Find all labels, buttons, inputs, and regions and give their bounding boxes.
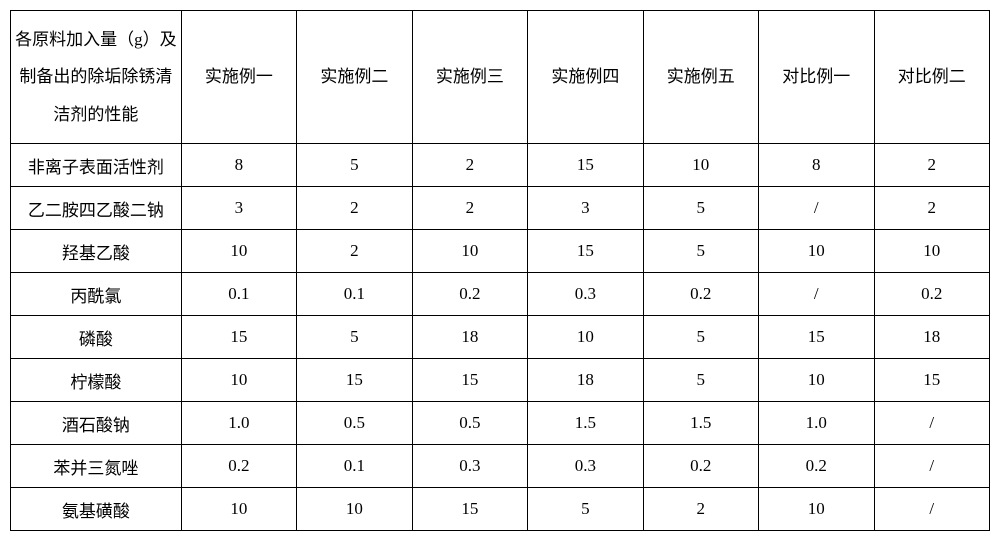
cell: 0.2	[759, 445, 874, 488]
cell: 1.5	[643, 402, 758, 445]
cell: 0.5	[412, 402, 527, 445]
header-col-6: 对比例一	[759, 11, 874, 144]
table-row: 氨基磺酸 10 10 15 5 2 10 /	[11, 488, 990, 531]
cell: 1.0	[759, 402, 874, 445]
cell: 0.1	[181, 273, 296, 316]
table-body: 非离子表面活性剂 8 5 2 15 10 8 2 乙二胺四乙酸二钠 3 2 2 …	[11, 144, 990, 531]
cell: /	[759, 187, 874, 230]
cell: 2	[412, 144, 527, 187]
table-row: 酒石酸钠 1.0 0.5 0.5 1.5 1.5 1.0 /	[11, 402, 990, 445]
cell: 2	[874, 187, 990, 230]
cell: 10	[181, 359, 296, 402]
cell: 0.2	[412, 273, 527, 316]
cell: 0.2	[874, 273, 990, 316]
cell: 10	[181, 230, 296, 273]
cell: 0.2	[643, 445, 758, 488]
cell: 2	[643, 488, 758, 531]
cell: 10	[297, 488, 412, 531]
cell: 10	[759, 230, 874, 273]
cell: 5	[297, 316, 412, 359]
header-col-3: 实施例三	[412, 11, 527, 144]
header-col-1: 实施例一	[181, 11, 296, 144]
table-row: 柠檬酸 10 15 15 18 5 10 15	[11, 359, 990, 402]
table-row: 丙酰氯 0.1 0.1 0.2 0.3 0.2 / 0.2	[11, 273, 990, 316]
cell: /	[874, 445, 990, 488]
cell: 0.1	[297, 445, 412, 488]
table-row: 乙二胺四乙酸二钠 3 2 2 3 5 / 2	[11, 187, 990, 230]
cell: 18	[528, 359, 643, 402]
cell: 2	[297, 230, 412, 273]
cell: 10	[874, 230, 990, 273]
cell: 15	[874, 359, 990, 402]
cell: 1.0	[181, 402, 296, 445]
cell: 2	[297, 187, 412, 230]
cell: 10	[643, 144, 758, 187]
cell: 0.2	[643, 273, 758, 316]
cell: 15	[412, 359, 527, 402]
cell: 10	[528, 316, 643, 359]
row-label: 酒石酸钠	[11, 402, 182, 445]
table-row: 羟基乙酸 10 2 10 15 5 10 10	[11, 230, 990, 273]
cell: 0.3	[528, 445, 643, 488]
row-label: 磷酸	[11, 316, 182, 359]
table-row: 苯并三氮唑 0.2 0.1 0.3 0.3 0.2 0.2 /	[11, 445, 990, 488]
cell: 2	[874, 144, 990, 187]
row-label: 氨基磺酸	[11, 488, 182, 531]
cell: /	[874, 488, 990, 531]
cell: 2	[412, 187, 527, 230]
cell: 10	[181, 488, 296, 531]
cell: 0.3	[528, 273, 643, 316]
row-label: 苯并三氮唑	[11, 445, 182, 488]
table-header-row: 各原料加入量（g）及制备出的除垢除锈清洁剂的性能 实施例一 实施例二 实施例三 …	[11, 11, 990, 144]
cell: 15	[759, 316, 874, 359]
cell: 15	[181, 316, 296, 359]
cell: 15	[528, 144, 643, 187]
cell: 8	[759, 144, 874, 187]
row-label: 乙二胺四乙酸二钠	[11, 187, 182, 230]
cell: 5	[528, 488, 643, 531]
cell: 8	[181, 144, 296, 187]
header-col-5: 实施例五	[643, 11, 758, 144]
materials-table: 各原料加入量（g）及制备出的除垢除锈清洁剂的性能 实施例一 实施例二 实施例三 …	[10, 10, 990, 531]
row-label: 羟基乙酸	[11, 230, 182, 273]
cell: 5	[643, 359, 758, 402]
cell: 10	[759, 359, 874, 402]
header-col-7: 对比例二	[874, 11, 990, 144]
cell: /	[874, 402, 990, 445]
cell: 10	[759, 488, 874, 531]
table-row: 磷酸 15 5 18 10 5 15 18	[11, 316, 990, 359]
cell: 3	[528, 187, 643, 230]
cell: 3	[181, 187, 296, 230]
cell: 0.2	[181, 445, 296, 488]
cell: 18	[874, 316, 990, 359]
cell: 15	[412, 488, 527, 531]
table-row: 非离子表面活性剂 8 5 2 15 10 8 2	[11, 144, 990, 187]
header-col-2: 实施例二	[297, 11, 412, 144]
row-label: 非离子表面活性剂	[11, 144, 182, 187]
cell: 5	[297, 144, 412, 187]
cell: /	[759, 273, 874, 316]
cell: 0.1	[297, 273, 412, 316]
cell: 0.5	[297, 402, 412, 445]
row-label: 柠檬酸	[11, 359, 182, 402]
cell: 5	[643, 316, 758, 359]
cell: 10	[412, 230, 527, 273]
row-label: 丙酰氯	[11, 273, 182, 316]
cell: 15	[528, 230, 643, 273]
cell: 5	[643, 187, 758, 230]
header-label: 各原料加入量（g）及制备出的除垢除锈清洁剂的性能	[11, 11, 182, 144]
cell: 0.3	[412, 445, 527, 488]
cell: 15	[297, 359, 412, 402]
cell: 1.5	[528, 402, 643, 445]
cell: 5	[643, 230, 758, 273]
cell: 18	[412, 316, 527, 359]
header-col-4: 实施例四	[528, 11, 643, 144]
